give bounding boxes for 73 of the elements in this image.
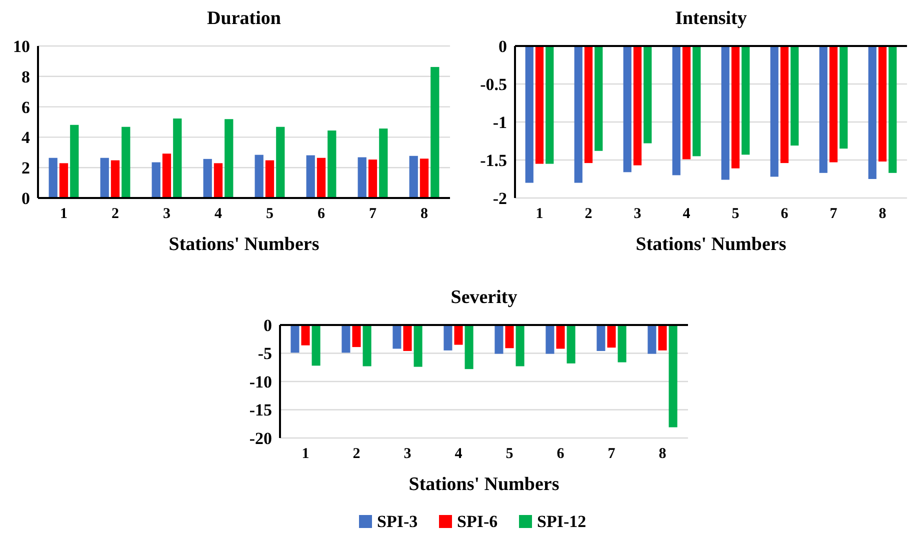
x-tick-label: 2 bbox=[352, 446, 360, 462]
x-tick-label: 2 bbox=[112, 206, 119, 222]
legend-label: SPI-3 bbox=[377, 512, 418, 531]
chart-title: Severity bbox=[450, 287, 518, 308]
y-tick-label: -0.5 bbox=[480, 74, 507, 94]
y-tick-label: 6 bbox=[22, 98, 30, 117]
x-tick-label: 2 bbox=[584, 206, 592, 222]
x-tick-label: 3 bbox=[404, 446, 412, 462]
chart-title: Intensity bbox=[675, 8, 748, 29]
bar bbox=[162, 154, 172, 198]
bar bbox=[254, 154, 264, 198]
y-tick-label: -15 bbox=[249, 400, 272, 420]
x-tick-label: 5 bbox=[506, 446, 514, 462]
x-tick-label: 5 bbox=[732, 206, 740, 222]
bar bbox=[214, 163, 223, 198]
x-tick-label: 6 bbox=[318, 206, 326, 222]
bar bbox=[70, 124, 79, 198]
x-tick-label: 4 bbox=[214, 206, 222, 222]
x-tick-label: 5 bbox=[266, 206, 274, 222]
x-tick-label: 7 bbox=[830, 206, 838, 222]
x-tick-label: 1 bbox=[60, 206, 68, 222]
bar bbox=[316, 158, 326, 198]
y-tick-label: 0 bbox=[264, 316, 272, 335]
legend-label: SPI-6 bbox=[457, 512, 498, 531]
y-tick-label: 8 bbox=[22, 67, 30, 86]
bar bbox=[430, 66, 440, 198]
chart-title: Duration bbox=[207, 8, 282, 29]
y-tick-label: 4 bbox=[22, 128, 30, 148]
bar bbox=[306, 155, 315, 198]
x-tick-label: 3 bbox=[163, 206, 170, 222]
y-tick-label: 10 bbox=[13, 36, 30, 56]
bar bbox=[328, 130, 336, 198]
bar bbox=[276, 126, 285, 198]
bar bbox=[358, 157, 366, 198]
x-axis-title: Stations' Numbers bbox=[636, 234, 786, 255]
bar bbox=[59, 163, 68, 198]
y-tick-label: 2 bbox=[22, 158, 30, 178]
x-tick-label: 8 bbox=[658, 446, 666, 462]
y-tick-label: -10 bbox=[249, 372, 272, 392]
x-tick-label: 1 bbox=[536, 206, 544, 222]
y-tick-label: -5 bbox=[258, 344, 272, 364]
y-tick-label: -20 bbox=[249, 428, 272, 448]
y-tick-label: -1.5 bbox=[480, 150, 507, 170]
x-tick-label: 3 bbox=[634, 206, 642, 222]
bar bbox=[265, 160, 274, 198]
bar bbox=[224, 119, 234, 198]
bar bbox=[420, 158, 429, 198]
y-tick-label: -2 bbox=[492, 188, 507, 208]
bar bbox=[368, 160, 378, 198]
bar bbox=[48, 158, 58, 198]
x-axis-title: Stations' Numbers bbox=[168, 234, 320, 255]
legend-label: SPI-12 bbox=[537, 512, 586, 531]
bar bbox=[379, 128, 388, 198]
bar bbox=[409, 156, 418, 198]
bar bbox=[152, 162, 160, 198]
bar bbox=[100, 158, 109, 198]
y-tick-label: -1 bbox=[492, 112, 507, 132]
x-tick-label: 8 bbox=[420, 206, 428, 222]
bar bbox=[203, 158, 212, 198]
x-tick-label: 4 bbox=[682, 206, 691, 222]
x-tick-label: 7 bbox=[369, 206, 377, 222]
bar bbox=[122, 126, 130, 198]
x-axis-title: Stations' Numbers bbox=[408, 474, 560, 495]
x-tick-label: 4 bbox=[454, 446, 463, 462]
bar bbox=[110, 160, 120, 198]
x-tick-label: 6 bbox=[780, 206, 789, 222]
y-tick-label: 0 bbox=[22, 188, 30, 208]
bar bbox=[173, 118, 182, 198]
x-tick-label: 1 bbox=[302, 446, 310, 462]
x-tick-label: 7 bbox=[608, 446, 616, 462]
x-tick-label: 6 bbox=[556, 446, 565, 462]
y-tick-label: 0 bbox=[498, 36, 507, 56]
x-tick-label: 8 bbox=[878, 206, 886, 222]
